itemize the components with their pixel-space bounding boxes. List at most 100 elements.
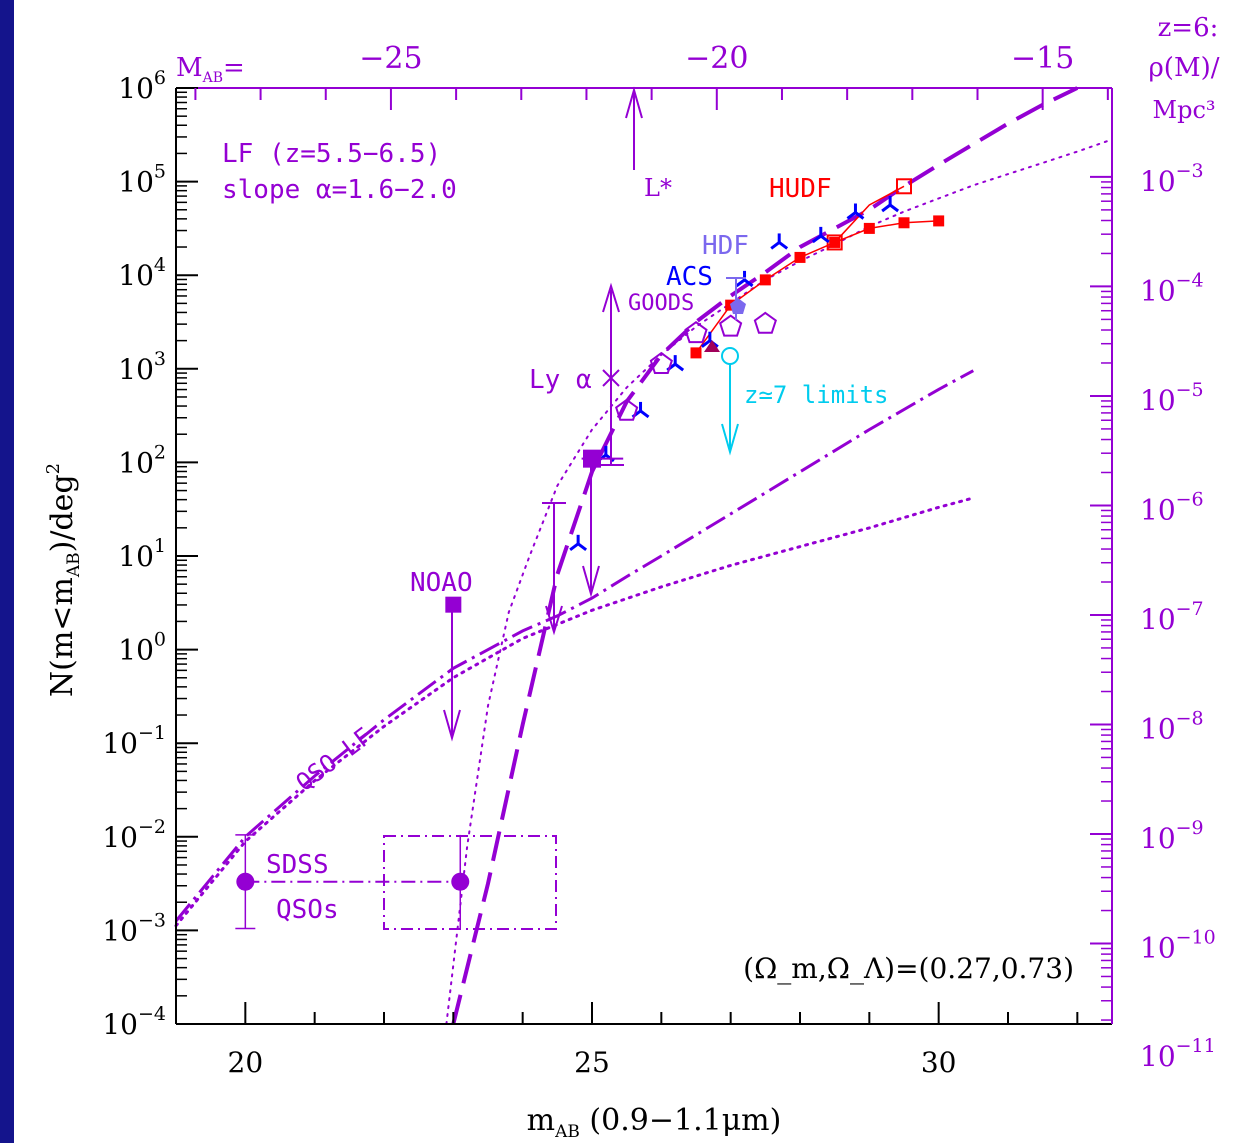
z7-label: z≃7 limits — [744, 381, 889, 409]
lf-annotation-line1: LF (z=5.5−6.5) — [222, 139, 441, 169]
lf-annotation-line2: slope α=1.6−2.0 — [222, 175, 457, 205]
y-tick-label: 106 — [118, 67, 166, 105]
marker-hudf — [829, 236, 841, 248]
marker-sdss-qsos — [236, 872, 255, 891]
z7-limit-marker — [721, 347, 739, 456]
triangle-marker — [704, 340, 720, 352]
tri-arm — [770, 241, 781, 250]
tri-arm — [778, 241, 789, 250]
marker-goods — [649, 351, 673, 374]
tri-arm — [889, 203, 900, 213]
top-tick-label: −20 — [685, 41, 748, 76]
tri-arm — [854, 211, 865, 220]
axes: 20 25 30 106 105 104 103 102 101 100 10−1 10−2 10−3 1… — [102, 41, 1215, 1079]
right-tick-label: 10−9 — [1140, 817, 1204, 855]
y-tick-label: 10−1 — [102, 722, 166, 760]
marker-hudf — [933, 215, 945, 227]
tri-arm — [881, 203, 892, 213]
marker-acs — [770, 233, 789, 250]
marker-goods — [753, 311, 777, 334]
marker-sdss-qsos — [451, 872, 470, 891]
right-axis-title-1: z=6: — [1158, 13, 1219, 43]
marker-hudf — [898, 217, 910, 229]
y-tick-label: 105 — [118, 161, 166, 199]
right-tick-label: 10−7 — [1140, 598, 1204, 636]
x-tick-label: 30 — [921, 1046, 957, 1079]
top-tick-label: −25 — [359, 41, 422, 76]
marker-acs — [569, 534, 588, 552]
acs-label: ACS — [666, 262, 713, 292]
marker-noao — [445, 596, 462, 613]
curve-long-dash-0 — [451, 86, 1079, 1025]
y-tick-label: 10−4 — [102, 1003, 166, 1041]
chart-svg: 20 25 30 106 105 104 103 102 101 100 10−1 10−2 10−3 1… — [43, 13, 1220, 1142]
y-tick-label: 101 — [118, 535, 166, 573]
y-tick-label: 104 — [118, 254, 166, 292]
curve-dot-dash-2 — [174, 369, 975, 922]
right-axis-title-2: ρ(M)/ — [1149, 53, 1220, 83]
marker-goods — [684, 320, 708, 344]
right-tick-label: 10−6 — [1140, 488, 1204, 526]
hudf-connector-open — [834, 185, 905, 243]
sdss-selection-box — [383, 835, 557, 930]
figure-frame: 20 25 30 106 105 104 103 102 101 100 10−1 10−2 10−3 1… — [14, 0, 1244, 1143]
curve-dotted-1 — [445, 138, 1113, 1025]
upper-limit-markers — [443, 462, 600, 742]
y-tick-label: 102 — [118, 441, 166, 479]
data-markers — [236, 178, 945, 891]
tri-arm — [846, 211, 857, 220]
tri-arm — [674, 362, 685, 372]
top-axis-label: MAB= — [176, 53, 245, 86]
cosmology-label: (Ω_m,Ω_Λ)=(0.27,0.73) — [743, 952, 1074, 985]
x-tick-label: 25 — [574, 1046, 610, 1079]
right-tick-label: 10−4 — [1140, 269, 1204, 307]
hdf-label: HDF — [702, 231, 749, 261]
right-tick-label: 10−10 — [1140, 927, 1216, 965]
tri-arm — [639, 409, 650, 419]
hudf-label: HUDF — [769, 174, 832, 204]
right-tick-label: 10−11 — [1140, 1035, 1216, 1073]
y-tick-label: 103 — [118, 348, 166, 386]
tri-arm — [819, 234, 830, 244]
lya-error-marker — [601, 282, 624, 466]
top-tick-label: −15 — [1011, 41, 1074, 76]
y-tick-label: 10−2 — [102, 816, 166, 854]
right-tick-label: 10−5 — [1140, 379, 1204, 417]
right-tick-label: 10−3 — [1140, 160, 1204, 198]
y-tick-label: 10−3 — [102, 909, 166, 947]
lstar-label: L* — [644, 174, 672, 202]
noao-label: NOAO — [410, 568, 473, 598]
tri-arm — [743, 278, 754, 288]
tri-arm — [577, 542, 588, 552]
lstar-arrow-head — [625, 86, 643, 119]
tri-arm — [700, 339, 711, 348]
marker-hudf — [690, 347, 702, 359]
x-axis-label: mAB (0.9−1.1μm) — [527, 1103, 782, 1142]
marker-hudf — [759, 274, 771, 286]
hdf-marker — [726, 277, 746, 320]
goods-label: GOODS — [628, 291, 694, 316]
marker-acs — [881, 196, 900, 213]
x-tick-label: 20 — [228, 1046, 264, 1079]
marker-hudf — [794, 251, 806, 263]
right-tick-label: 10−8 — [1140, 707, 1204, 745]
tri-arm — [735, 278, 746, 288]
qsolf-label: QSO−LF — [291, 722, 377, 797]
marker-hudf-open — [896, 178, 912, 195]
sdss-label-1: SDSS — [266, 850, 329, 880]
y-tick-label: 100 — [118, 629, 166, 667]
y-axis-label: N(m<mAB)/deg2 — [43, 463, 84, 697]
marker-hudf — [863, 222, 875, 234]
marker-acs — [811, 226, 830, 244]
sdss-label-2: QSOs — [276, 895, 339, 925]
lya-label: Ly α — [529, 365, 592, 395]
model-curves — [174, 86, 1113, 1025]
marker-goods — [615, 398, 639, 421]
tri-arm — [569, 542, 580, 552]
curve-dotted-3 — [174, 496, 975, 928]
tri-arm — [811, 234, 822, 244]
error-bars — [235, 185, 939, 930]
right-axis-title-3: Mpc³ — [1153, 96, 1216, 124]
marker-acs — [846, 203, 865, 220]
marker-goods — [719, 314, 743, 337]
